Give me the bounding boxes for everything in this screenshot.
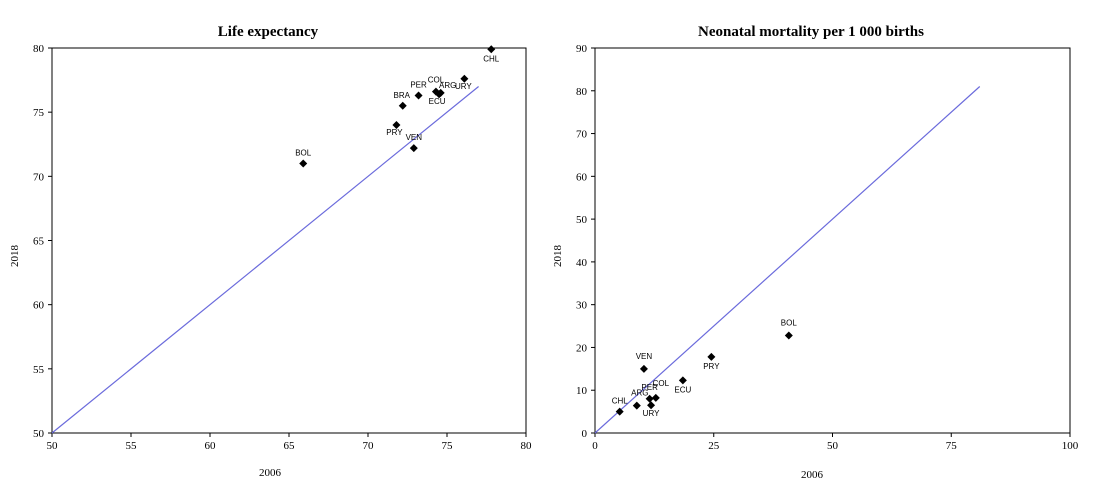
data-point-per xyxy=(645,394,654,403)
data-point-bol xyxy=(784,331,793,340)
point-label-ven: VEN xyxy=(406,133,423,142)
data-point-ven xyxy=(409,144,418,153)
data-point-pry xyxy=(707,352,716,361)
data-point-bra xyxy=(398,101,407,110)
y-tick-label: 70 xyxy=(576,129,588,141)
data-point-ecu xyxy=(678,376,687,385)
x-tick-label: 100 xyxy=(1062,440,1079,452)
point-label-pry: PRY xyxy=(703,362,720,371)
y-tick-label: 65 xyxy=(33,236,45,248)
point-label-ecu: ECU xyxy=(674,385,691,394)
x-tick-label: 60 xyxy=(205,440,217,452)
x-tick-label: 80 xyxy=(521,440,533,452)
y-axis-label: 2018 xyxy=(552,245,564,268)
y-tick-label: 50 xyxy=(576,214,588,226)
y-tick-label: 75 xyxy=(33,107,45,119)
chart-neonatal-mortality: Neonatal mortality per 1 000 births 0 25 5… xyxy=(552,24,1079,481)
y-tick-label: 50 xyxy=(33,428,45,440)
y-tick-label: 20 xyxy=(576,342,588,354)
x-tick-label: 75 xyxy=(442,440,454,452)
chart-life-expectancy: Life expectancy 50 55 60 65 70 75 80 50 55 60 65 70… xyxy=(9,24,532,479)
point-label-chl: CHL xyxy=(483,54,500,63)
point-label-col: COL xyxy=(428,76,445,85)
point-label-arg: ARG xyxy=(631,389,648,398)
x-axis-label: 2006 xyxy=(801,469,824,481)
x-tick-label: 65 xyxy=(284,440,296,452)
point-label-per: PER xyxy=(641,383,658,392)
y-tick-label: 40 xyxy=(576,257,588,269)
y-tick-label: 80 xyxy=(33,43,45,55)
x-tick-label: 50 xyxy=(827,440,839,452)
point-label-ury: URY xyxy=(455,82,472,91)
point-label-arg: ARG xyxy=(439,81,456,90)
data-point-ury xyxy=(460,74,469,83)
point-label-col: COL xyxy=(653,379,670,388)
point-label-per: PER xyxy=(410,80,427,89)
y-tick-label: 90 xyxy=(576,43,588,55)
y-tick-label: 70 xyxy=(33,171,45,183)
point-label-bol: BOL xyxy=(781,318,798,327)
y-tick-label: 60 xyxy=(33,300,45,312)
data-point-bol xyxy=(299,159,308,168)
data-point-ury xyxy=(647,401,656,410)
data-point-per xyxy=(414,91,423,100)
data-point-pry xyxy=(392,121,401,129)
data-point-chl xyxy=(615,407,624,416)
x-tick-label: 50 xyxy=(47,440,59,452)
chart-title: Life expectancy xyxy=(218,24,319,40)
data-point-arg xyxy=(632,401,641,410)
x-tick-label: 0 xyxy=(592,440,598,452)
point-label-ecu: ECU xyxy=(429,97,446,106)
point-label-pry: PRY xyxy=(386,128,403,137)
x-axis-label: 2006 xyxy=(259,467,282,479)
y-tick-label: 55 xyxy=(33,364,45,376)
data-point-ven xyxy=(639,364,648,373)
y-tick-label: 80 xyxy=(576,86,588,98)
data-point-col xyxy=(651,393,660,402)
point-label-chl: CHL xyxy=(612,397,629,406)
x-tick-label: 75 xyxy=(946,440,958,452)
data-point-ecu xyxy=(435,90,444,99)
y-tick-label: 10 xyxy=(576,385,588,397)
chart-title: Neonatal mortality per 1 000 births xyxy=(698,24,924,40)
axis-ticks: 0 25 50 75 100 0 10 20 30 40 50 60 70 80 90 xyxy=(576,43,1079,452)
plot-frame xyxy=(594,47,1071,434)
y-tick-label: 60 xyxy=(576,171,588,183)
point-label-ury: URY xyxy=(643,409,660,418)
point-label-ven: VEN xyxy=(636,352,653,361)
reference-line xyxy=(51,86,479,434)
x-tick-label: 55 xyxy=(126,440,138,452)
y-axis-label: 2018 xyxy=(9,245,21,268)
axis-ticks: 50 55 60 65 70 75 80 50 55 60 65 70 75 80 xyxy=(33,43,532,452)
y-tick-label: 0 xyxy=(582,428,588,440)
x-tick-label: 70 xyxy=(363,440,375,452)
x-tick-label: 25 xyxy=(708,440,720,452)
point-label-bol: BOL xyxy=(295,149,312,158)
reference-line xyxy=(594,86,981,434)
y-tick-label: 30 xyxy=(576,300,588,312)
point-label-bra: BRA xyxy=(394,91,411,100)
data-point-chl xyxy=(487,45,496,54)
